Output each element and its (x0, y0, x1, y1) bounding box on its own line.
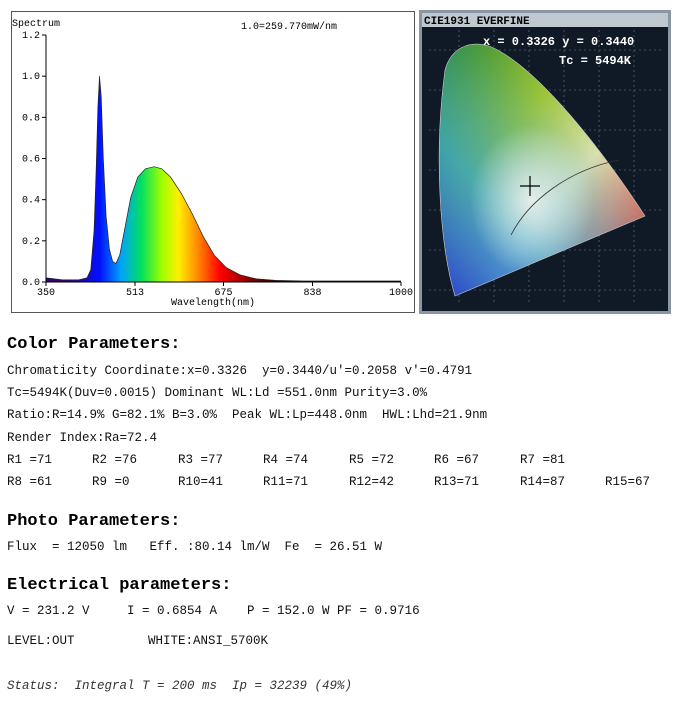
render-index: R9 =0 (92, 475, 130, 489)
y-tick-label: 0.4 (22, 196, 40, 207)
cie-title-bar (422, 13, 668, 27)
text-line: Flux = 12050 lm Eff. :80.14 lm/W Fe = 26… (7, 540, 383, 554)
text-line: Chromaticity Coordinate:x=0.3326 y=0.344… (7, 364, 473, 378)
section-heading: Electrical parameters: (7, 576, 232, 595)
cie-diagram: CIE1931 EVERFINE x = 0.3326 y = 0.3440 T… (419, 10, 671, 314)
x-tick-label: 838 (304, 288, 322, 299)
text-line: LEVEL:OUT (7, 634, 75, 648)
chart-title: Spectrum (12, 19, 60, 30)
section-heading: Color Parameters: (7, 335, 181, 354)
spectrum-line (45, 76, 401, 282)
spectrum-chart: Spectrum 1.0=259.770mW/nm Wavelength(nm)… (11, 11, 415, 313)
y-tick-label: 0.0 (22, 278, 40, 289)
render-index: R5 =72 (349, 453, 395, 467)
render-index: R7 =81 (520, 453, 566, 467)
text-line: V = 231.2 V I = 0.6854 A P = 152.0 W PF … (7, 604, 420, 618)
render-index: R12=42 (349, 475, 395, 489)
y-tick-label: 0.6 (22, 155, 40, 166)
render-index: R15=67 (605, 475, 651, 489)
render-index: R2 =76 (92, 453, 138, 467)
y-tick-label: 0.2 (22, 237, 40, 248)
x-tick-label: 1000 (389, 288, 413, 299)
cie-coords: x = 0.3326 y = 0.3440 (483, 35, 634, 49)
x-tick-label: 350 (37, 288, 55, 299)
cie-locus-white (438, 43, 646, 297)
render-index: R13=71 (434, 475, 480, 489)
chart-note: 1.0=259.770mW/nm (241, 21, 337, 33)
render-index: R8 =61 (7, 475, 53, 489)
y-tick-label: 1.0 (22, 72, 40, 83)
cie-crosshair (520, 176, 540, 196)
render-index: R6 =67 (434, 453, 480, 467)
status-line: Status: Integral T = 200 ms Ip = 32239 (… (7, 679, 353, 693)
render-index: R1 =71 (7, 453, 53, 467)
text-line: Tc=5494K(Duv=0.0015) Dominant WL:Ld =551… (7, 386, 428, 400)
planck-locus (510, 159, 620, 236)
cie-title: CIE1931 EVERFINE (424, 16, 530, 28)
text-line: Render Index:Ra=72.4 (7, 431, 158, 445)
render-index: R4 =74 (263, 453, 309, 467)
render-index: R3 =77 (178, 453, 224, 467)
text-line: Ratio:R=14.9% G=82.1% B=3.0% Peak WL:Lp=… (7, 408, 488, 422)
spectrum-area (46, 76, 401, 282)
x-tick-label: 513 (126, 288, 144, 299)
section-heading: Photo Parameters: (7, 512, 181, 531)
y-tick-label: 0.8 (22, 113, 40, 124)
render-index: R11=71 (263, 475, 309, 489)
x-axis-label: Wavelength(nm) (171, 297, 255, 309)
cie-tc: Tc = 5494K (559, 54, 632, 68)
x-tick-label: 675 (214, 288, 232, 299)
render-index: R14=87 (520, 475, 566, 489)
render-index: R10=41 (178, 475, 224, 489)
y-tick-label: 1.2 (22, 31, 40, 42)
text-line: WHITE:ANSI_5700K (148, 634, 269, 648)
